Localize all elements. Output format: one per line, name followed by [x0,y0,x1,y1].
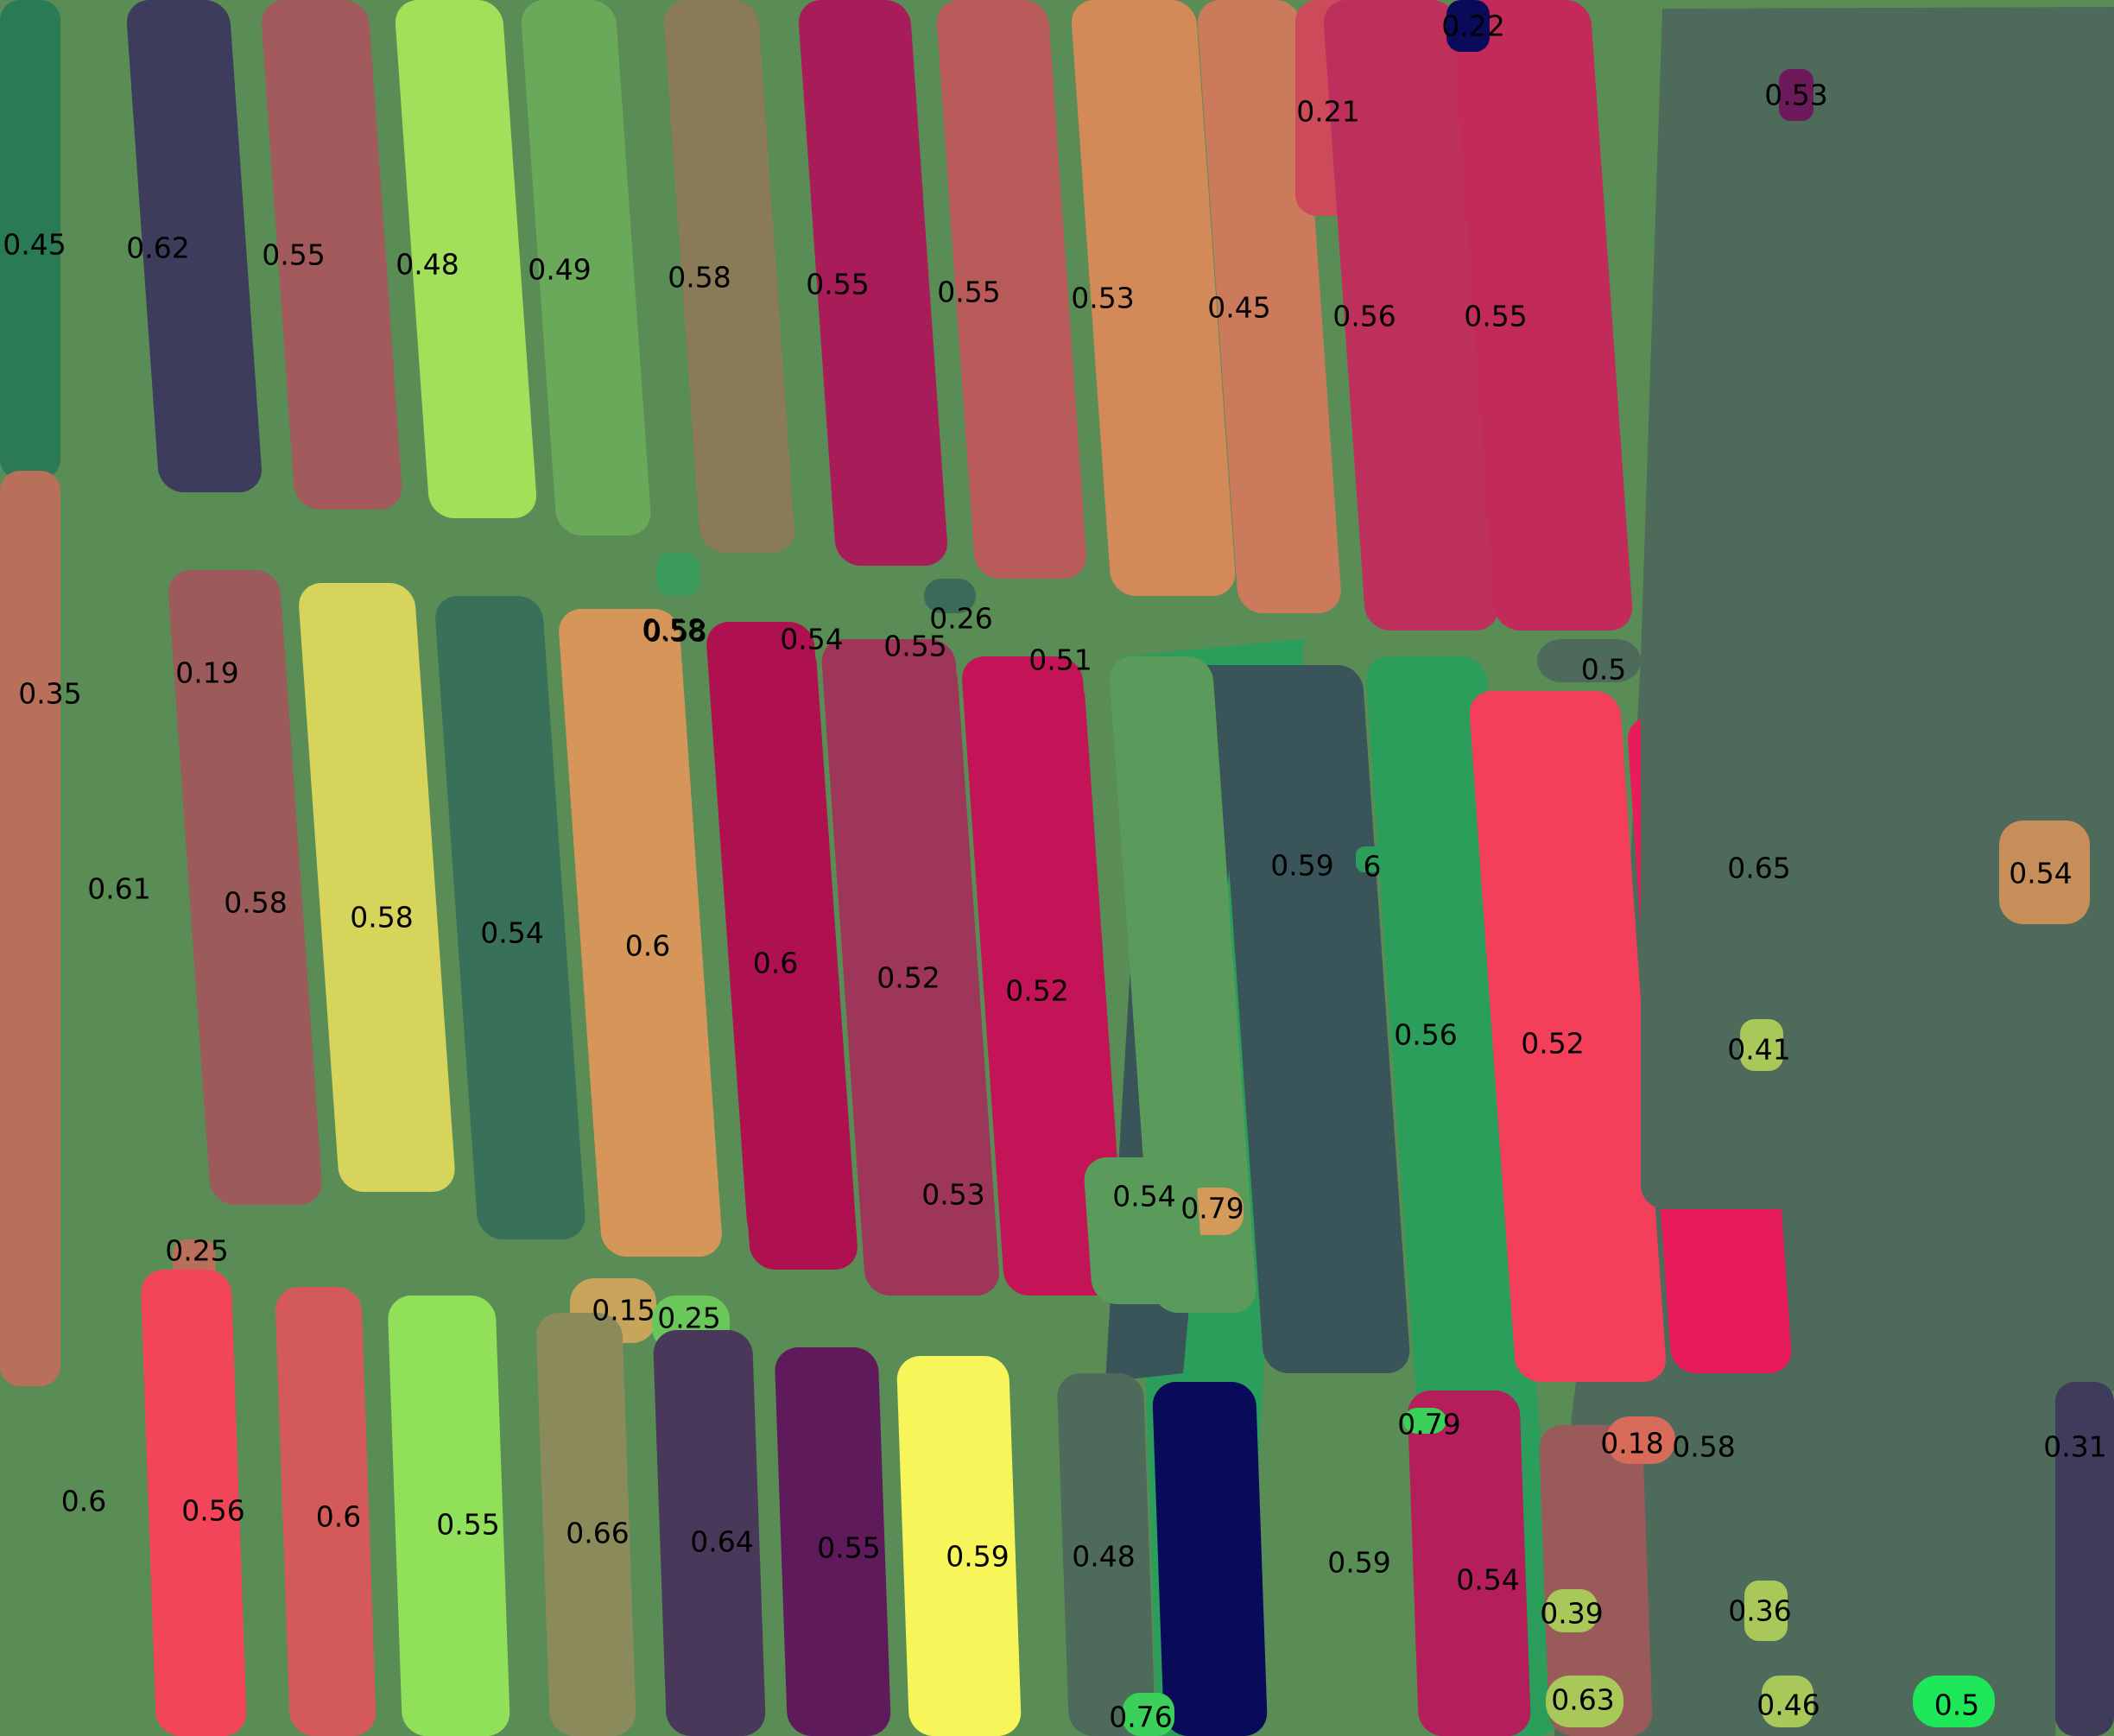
segment-region [1356,846,1382,872]
segment-region [1123,1693,1174,1736]
segment-region [663,0,794,553]
segment-region [2055,1382,2114,1736]
segment-region [1606,1416,1675,1464]
segment-region [1057,1373,1155,1736]
segment-region [1740,1019,1783,1071]
segment-region [1469,691,1666,1382]
segment-region [126,0,262,492]
segment-region [964,674,1126,1296]
segment-region [896,1356,1022,1736]
segment-region [1675,1425,1736,1460]
segment-region [141,1270,247,1736]
segment-region [708,639,858,1270]
segment-region [1537,639,1641,682]
segment-region [521,0,651,535]
segment-region [1084,1157,1204,1304]
segment-region [435,596,585,1239]
segment-region [1408,1391,1531,1736]
segment-region [653,1330,766,1736]
segment-region [798,0,947,566]
segment-region [261,0,402,510]
segment-region [1539,1425,1653,1736]
segment-region [1546,1589,1598,1632]
segment-region [168,570,322,1205]
segment-region [1546,1676,1623,1727]
segment-region [1071,0,1236,596]
segment-region [936,0,1086,579]
segment-region [1999,820,2090,924]
segment-region [656,553,699,596]
segment-region [275,1287,377,1736]
segment-region [1111,674,1256,1296]
segment-region [0,471,60,1386]
segment-region [1762,1676,1813,1727]
segment-region [1453,0,1633,630]
segment-region [1216,665,1410,1373]
segment-region [824,656,1000,1296]
segment-region [536,1313,636,1736]
segment-region [1913,1676,1995,1727]
segment-region [1152,1382,1268,1736]
segment-region [395,0,537,518]
segment-region [559,609,722,1257]
segment-region [299,583,455,1192]
segment-region [1403,1408,1446,1434]
segment-region [388,1296,510,1736]
segment-region [1744,1581,1788,1641]
segment-region [775,1347,891,1736]
segment-region [1446,0,1490,52]
segment-region [924,579,976,613]
segment-region [1779,69,1813,121]
segment-region [0,0,60,479]
segment-region [1323,0,1499,630]
segment-region [1641,691,1900,1209]
